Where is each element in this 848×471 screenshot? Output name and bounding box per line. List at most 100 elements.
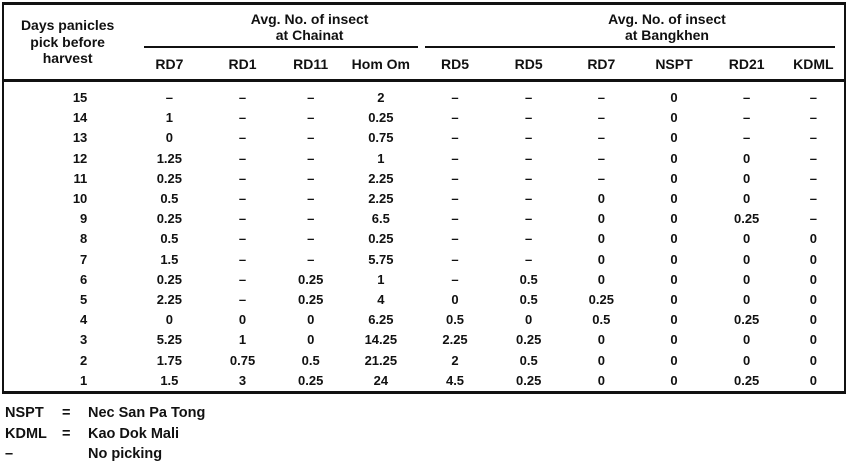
- value-cell: 0: [743, 271, 751, 287]
- value-cell: –: [597, 110, 605, 126]
- value-cell: 0: [597, 191, 605, 207]
- footnote-term: KDML: [5, 425, 47, 442]
- value-cell: 2: [377, 90, 385, 105]
- table-row: 6 0.25 – 0.25 1 – 0.5 0 0 0 0: [3, 270, 845, 290]
- value-cell: 0: [743, 150, 751, 166]
- table-row: 9 0.25 – – 6.5 – – 0 0 0.25 –: [3, 209, 845, 229]
- value-cell: 0: [743, 191, 751, 207]
- insect-count-table: Days panicles pick before harvest Avg. N…: [2, 2, 846, 395]
- table-row: 7 1.5 – – 5.75 – – 0 0 0 0: [3, 250, 845, 270]
- days-cell: 4: [80, 312, 88, 328]
- column-header-rd1: RD1: [207, 48, 278, 82]
- value-cell: 0.5: [592, 312, 611, 328]
- value-cell: 2.25: [368, 170, 394, 186]
- value-cell: –: [307, 90, 315, 105]
- value-cell: 0.5: [160, 191, 179, 207]
- table-row: 10 0.5 – – 2.25 – – 0 0 0 –: [3, 189, 845, 209]
- value-cell: 0.25: [733, 372, 760, 388]
- value-cell: –: [238, 191, 247, 207]
- value-cell: 0: [597, 372, 605, 388]
- value-cell: –: [451, 150, 459, 166]
- value-cell: 0.75: [368, 130, 394, 146]
- value-cell: –: [238, 90, 247, 105]
- value-cell: 0.25: [156, 271, 183, 287]
- table-row: 3 5.25 1 0 14.25 2.25 0.25 0 0 0 0: [3, 330, 845, 350]
- value-cell: 0: [451, 292, 459, 308]
- value-cell: 0: [670, 332, 678, 348]
- value-cell: 1.75: [156, 352, 183, 368]
- table-body: 15– – –2– – –0– –14 1– –0.25– – –0– –13 0– –0.75– – –0…: [3, 81, 845, 393]
- value-cell: 0: [670, 90, 678, 105]
- days-cell: 13: [72, 130, 88, 146]
- value-cell: 0: [743, 231, 751, 247]
- group-header-chainat: Avg. No. of insect at Chainat: [131, 4, 418, 49]
- row-axis-header-line3: harvest: [42, 50, 93, 67]
- value-cell: –: [451, 271, 459, 287]
- value-cell: –: [307, 130, 315, 146]
- footnote-term: NSPT: [5, 405, 44, 421]
- days-cell: 3: [80, 332, 88, 348]
- row-axis-header: Days panicles pick before harvest: [3, 3, 132, 82]
- table-row: 8 0.5 – – 0.25 – – 0 0 0 0: [3, 229, 845, 249]
- footnote-nspt: NSPT = Nec San Pa Tong: [5, 403, 205, 424]
- column-header-kdml: KDML: [782, 48, 845, 82]
- value-cell: 0: [670, 170, 678, 186]
- value-cell: 0.25: [368, 231, 394, 247]
- footnote-equals: [62, 444, 88, 465]
- value-cell: 0: [809, 372, 817, 388]
- value-cell: 0: [597, 352, 605, 368]
- value-cell: 0: [743, 251, 751, 267]
- value-cell: –: [597, 170, 605, 186]
- value-cell: 0: [670, 150, 678, 166]
- value-cell: 0.25: [298, 372, 324, 388]
- value-cell: –: [809, 150, 817, 166]
- value-cell: –: [238, 150, 247, 166]
- value-cell: 0: [670, 251, 678, 267]
- days-cell: 9: [80, 211, 88, 227]
- value-cell: 0.25: [156, 170, 183, 186]
- value-cell: –: [809, 170, 817, 186]
- value-cell: 0.25: [733, 211, 760, 227]
- value-cell: 2: [451, 352, 459, 368]
- footnote-definition: Nec San Pa Tong: [88, 405, 206, 421]
- value-cell: –: [809, 211, 817, 227]
- value-cell: –: [238, 110, 247, 126]
- footnote-equals: =: [62, 405, 71, 421]
- value-cell: –: [238, 211, 247, 227]
- footnote-kdml: KDML = Kao Dok Mali: [5, 424, 205, 445]
- value-cell: –: [597, 90, 605, 105]
- value-cell: 0: [597, 231, 605, 247]
- value-cell: 0.25: [298, 271, 324, 287]
- value-cell: 0.5: [445, 312, 465, 328]
- footnotes: NSPT = Nec San Pa Tong KDML = Kao Dok Ma…: [5, 403, 205, 465]
- value-cell: –: [238, 130, 247, 146]
- value-cell: –: [525, 231, 533, 247]
- value-cell: 0.5: [519, 292, 538, 308]
- value-cell: –: [451, 130, 459, 146]
- value-cell: 0: [743, 352, 751, 368]
- value-cell: 0: [809, 251, 817, 267]
- value-cell: 0: [670, 271, 678, 287]
- value-cell: 0.25: [368, 110, 394, 126]
- group-title-chainat: Avg. No. of insect at Chainat: [131, 5, 418, 43]
- value-cell: 2.25: [368, 191, 394, 207]
- value-cell: 1.5: [160, 251, 179, 267]
- days-cell: 6: [80, 271, 88, 287]
- value-cell: –: [743, 90, 751, 105]
- value-cell: 2.25: [156, 292, 183, 308]
- value-cell: 0: [165, 312, 173, 328]
- value-cell: –: [451, 90, 459, 105]
- value-cell: –: [525, 110, 533, 126]
- value-cell: 0.25: [516, 372, 542, 388]
- days-cell: 8: [80, 231, 88, 247]
- value-cell: 0: [670, 292, 678, 308]
- footnote-dash: – No picking: [5, 444, 205, 465]
- row-axis-header-line1: Days panicles: [20, 17, 115, 34]
- column-header-row: RD7 RD1 RD11 Hom Om RD5 RD5 RD7 NSPT RD2…: [3, 48, 845, 82]
- column-header-rd5-a: RD5: [417, 48, 493, 82]
- column-header-nspt: NSPT: [637, 48, 711, 82]
- value-cell: –: [165, 90, 173, 105]
- days-cell: 5: [80, 292, 88, 308]
- value-cell: 24: [373, 372, 389, 388]
- value-cell: 0.5: [160, 231, 179, 247]
